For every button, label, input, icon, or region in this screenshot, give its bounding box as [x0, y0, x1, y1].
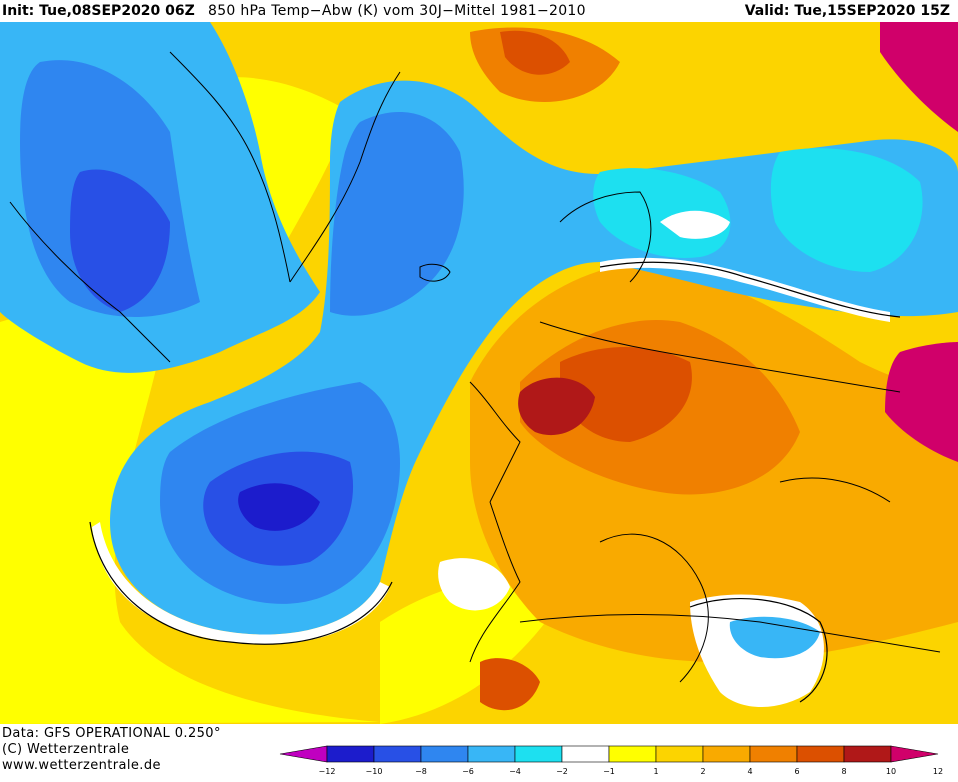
data-source-label: Data: GFS OPERATIONAL 0.250° — [2, 726, 221, 741]
valid-time-label: Valid: Tue,15SEP2020 15Z — [744, 3, 950, 19]
legend-tick-label: 1 — [653, 767, 658, 776]
white-patch-baltic — [660, 210, 730, 239]
legend-swatch — [749, 745, 798, 763]
magenta-east — [885, 342, 958, 462]
copyright-label: (C) Wetterzentrale — [2, 742, 130, 757]
red-north — [500, 30, 570, 75]
color-legend: −12 −10 −8 −6 −4 −2 −1 1 2 4 6 8 10 12 — [260, 744, 958, 778]
legend-tick-label: −1 — [603, 767, 615, 776]
uk-coast — [469, 381, 521, 503]
iceland-outline — [419, 263, 451, 282]
map-header: Init: Tue,08SEP2020 06Z 850 hPa Temp−Abw… — [0, 0, 958, 22]
contour-europe — [599, 261, 901, 318]
africa-north-coast — [519, 614, 941, 653]
legend-swatch — [608, 745, 657, 763]
coldest-canada — [70, 169, 170, 312]
legend-swatch — [843, 745, 892, 763]
init-time-label: Init: Tue,08SEP2020 06Z — [2, 3, 195, 19]
greenland-west-coast — [169, 51, 291, 283]
legend-swatch — [420, 745, 469, 763]
legend-swatch — [514, 745, 563, 763]
legend-swatch — [326, 745, 375, 763]
website-label: www.wetterzentrale.de — [2, 758, 161, 773]
legend-swatch — [279, 745, 328, 763]
cold-med-top — [729, 616, 820, 659]
legend-swatch — [702, 745, 751, 763]
legend-tick-label: −6 — [462, 767, 474, 776]
red-africa — [480, 658, 540, 711]
coastlines — [9, 51, 941, 683]
legend-tick-label: 8 — [841, 767, 846, 776]
canada-coast — [9, 201, 171, 363]
legend-tick-label: −8 — [415, 767, 427, 776]
yellow-atlantic-west — [0, 313, 380, 724]
zero-contour — [89, 261, 901, 703]
iberia-coast — [469, 501, 521, 663]
color-legend-bar: −12 −10 −8 −6 −4 −2 −1 1 2 4 6 8 10 12 — [279, 745, 943, 776]
legend-swatch — [655, 745, 704, 763]
italy-coast — [599, 533, 709, 683]
hot-core-france — [518, 377, 595, 436]
legend-swatch — [467, 745, 516, 763]
zero-band-europe — [600, 257, 890, 322]
temperature-anomaly-map — [0, 22, 958, 724]
legend-tick-label: −2 — [556, 767, 568, 776]
magenta-northeast — [880, 22, 958, 132]
white-patch-iberia — [438, 558, 510, 611]
legend-tick-label: 6 — [794, 767, 799, 776]
yellow-atlantic-south — [380, 580, 560, 724]
black-sea-coast — [779, 477, 891, 503]
legend-tick-label: 2 — [700, 767, 705, 776]
country-borders — [539, 321, 901, 393]
legend-tick-label: 4 — [747, 767, 752, 776]
norway-coast — [559, 191, 652, 283]
legend-tick-label: −12 — [319, 767, 336, 776]
contour-africa — [689, 598, 828, 703]
map-title: 850 hPa Temp−Abw (K) vom 30J−Mittel 1981… — [208, 3, 586, 19]
colder-greenland-sea — [330, 112, 464, 316]
red-orange-central — [560, 347, 692, 442]
anomaly-field — [0, 22, 958, 724]
legend-swatch — [890, 745, 939, 763]
zero-band-atlantic — [92, 522, 390, 645]
legend-swatch — [561, 745, 610, 763]
cyan-russia — [770, 148, 923, 272]
legend-tick-label: 12 — [933, 767, 943, 776]
greenland-east-coast — [289, 71, 401, 283]
legend-tick-label: 10 — [886, 767, 896, 776]
contour-atlantic — [89, 521, 393, 645]
legend-swatch — [796, 745, 845, 763]
legend-swatch — [373, 745, 422, 763]
core-cold-atlantic — [238, 483, 320, 531]
legend-tick-label: −10 — [366, 767, 383, 776]
legend-tick-label: −4 — [509, 767, 521, 776]
